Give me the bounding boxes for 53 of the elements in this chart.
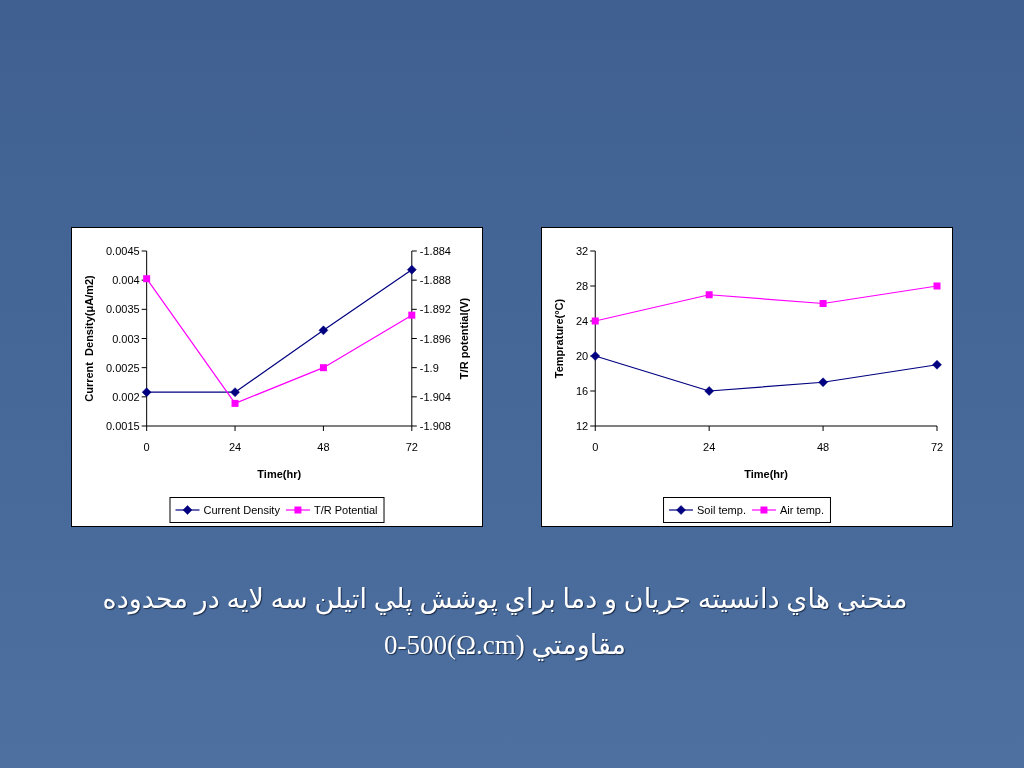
point <box>143 275 151 283</box>
y-axis-title: Current Density(μA/m2) <box>83 274 95 402</box>
legend-label: Current Density <box>203 504 281 516</box>
y2-tick-label: -1.904 <box>419 390 451 403</box>
y-tick-label: 0.004 <box>112 274 140 287</box>
y-tick-label: 28 <box>576 280 589 292</box>
point <box>818 377 828 387</box>
legend-label: T/R Potential <box>313 504 378 516</box>
point <box>819 300 827 307</box>
point <box>590 351 600 361</box>
point <box>141 387 152 397</box>
legend-label: Soil temp. <box>697 504 746 516</box>
y-tick-label: 0.0025 <box>106 361 140 374</box>
y-tick-label: 0.002 <box>112 390 140 403</box>
point <box>932 360 942 370</box>
point <box>318 325 329 336</box>
x-tick-label: 0 <box>592 441 599 453</box>
y2-tick-label: -1.884 <box>419 245 451 257</box>
point <box>704 386 714 396</box>
point <box>231 399 239 407</box>
point <box>408 311 416 319</box>
y2-axis-title: T/R potential(V) <box>458 297 470 380</box>
y2-tick-label: -1.896 <box>419 332 451 345</box>
legend-label: Air temp. <box>779 504 824 516</box>
x-tick-label: 72 <box>405 441 418 453</box>
x-tick-label: 24 <box>703 441 716 453</box>
y2-tick-label: -1.892 <box>419 303 451 316</box>
point <box>319 364 327 372</box>
x-tick-label: 72 <box>930 441 944 453</box>
y-tick-label: 0.0045 <box>106 245 140 257</box>
y2-tick-label: -1.908 <box>419 420 451 432</box>
y-tick-label: 20 <box>576 350 589 362</box>
y-tick-label: 0.0015 <box>106 420 140 432</box>
x-tick-label: 24 <box>228 441 242 453</box>
y-tick-label: 0.0035 <box>106 303 140 316</box>
y-tick-label: 12 <box>576 420 589 432</box>
y-tick-label: 32 <box>576 245 589 257</box>
x-tick-label: 48 <box>816 441 830 453</box>
y2-tick-label: -1.9 <box>419 361 439 374</box>
x-axis-title: Time(hr) <box>257 468 302 480</box>
point <box>705 291 713 299</box>
x-axis-title: Time(hr) <box>744 468 789 480</box>
y2-tick-label: -1.888 <box>419 274 451 287</box>
y-tick-label: 24 <box>576 315 589 327</box>
x-tick-label: 0 <box>143 441 150 453</box>
point <box>407 264 417 275</box>
x-tick-label: 48 <box>317 441 330 453</box>
text: منحني هاي دانسيته جريان و دما براي پوشش پلي اتيلن سه لايه در محدوده مقاومتي (Ω.cm)0-500 <box>101 583 909 663</box>
point <box>933 282 941 290</box>
y-axis-title: Temprature(°C) <box>553 298 565 379</box>
y-tick-label: 16 <box>576 385 589 397</box>
point <box>230 387 240 397</box>
y-tick-label: 0.003 <box>112 332 140 345</box>
